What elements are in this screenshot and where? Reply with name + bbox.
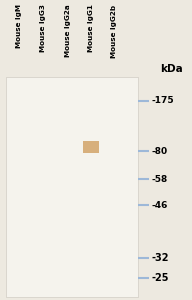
Text: kDa: kDa xyxy=(161,64,183,74)
Text: -32: -32 xyxy=(152,254,169,263)
Text: Mouse IgG3: Mouse IgG3 xyxy=(40,4,46,52)
Bar xyxy=(83,141,99,153)
Text: Mouse IgM: Mouse IgM xyxy=(16,4,22,49)
Text: -46: -46 xyxy=(152,201,168,210)
Bar xyxy=(6,76,138,297)
Text: -25: -25 xyxy=(152,273,169,283)
Text: Mouse IgG2a: Mouse IgG2a xyxy=(65,4,71,57)
Text: -80: -80 xyxy=(152,147,168,156)
Text: Mouse IgG2b: Mouse IgG2b xyxy=(111,4,117,58)
Text: Mouse IgG1: Mouse IgG1 xyxy=(88,4,94,52)
Text: -58: -58 xyxy=(152,175,168,184)
Text: -175: -175 xyxy=(152,96,174,105)
